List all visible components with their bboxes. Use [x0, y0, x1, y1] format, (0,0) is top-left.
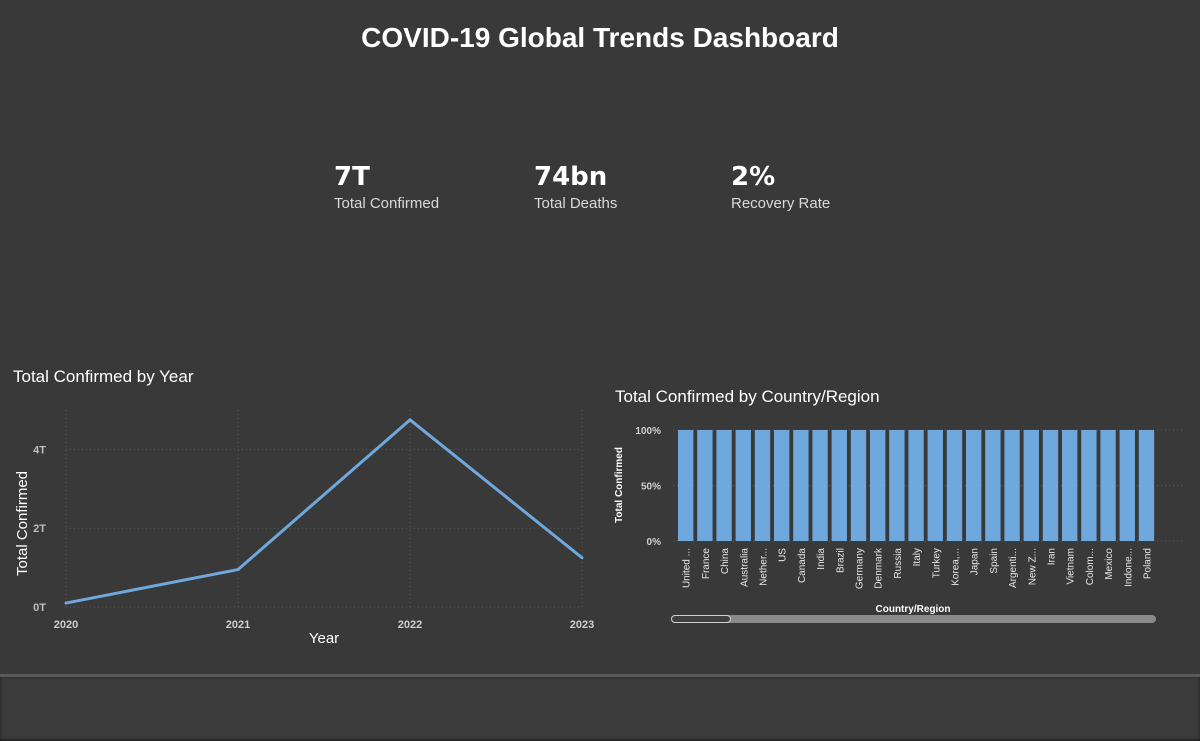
bar — [774, 430, 790, 541]
kpi-value: 74bn — [534, 162, 608, 192]
kpi-card-total-deaths[interactable]: 74bn Total Deaths — [534, 160, 617, 214]
kpi-label: Total Deaths — [534, 195, 618, 212]
category-label: Iran — [1046, 548, 1057, 565]
category-label: Nether... — [758, 548, 769, 586]
category-label: China — [720, 548, 731, 575]
data-point — [236, 568, 240, 572]
category-label: India — [816, 548, 827, 570]
line-chart-title: Total Confirmed by Year — [13, 367, 194, 386]
bar — [1023, 430, 1039, 541]
category-label: Colom... — [1085, 548, 1096, 585]
kpi-card-total-confirmed[interactable]: 7T Total Confirmed — [334, 160, 439, 214]
category-label: Korea,... — [950, 548, 961, 586]
x-axis-title: Country/Region — [876, 604, 951, 615]
y-tick-label: 100% — [635, 426, 661, 437]
bar — [812, 430, 828, 541]
x-tick-label: 2021 — [226, 619, 250, 631]
category-label: Denmark — [874, 547, 885, 589]
bar-chart-title: Total Confirmed by Country/Region — [615, 387, 880, 406]
bar — [870, 430, 886, 541]
bar — [1004, 430, 1020, 541]
line-chart-total-confirmed-by-year[interactable]: 0T 2T 4T 2020 2021 2022 2023 Year Total Confirme… — [0, 395, 600, 655]
bar — [697, 430, 713, 541]
category-label: New Z... — [1027, 548, 1038, 585]
kpi-value: 2% — [731, 162, 776, 192]
category-label: Poland — [1142, 548, 1153, 579]
data-point — [408, 418, 412, 422]
y-tick-label: 2T — [33, 523, 46, 535]
bar — [1081, 430, 1097, 541]
category-label: Spain — [989, 548, 1000, 574]
category-label: Germany — [854, 548, 865, 589]
category-label: Argenti... — [1008, 548, 1019, 588]
y-tick-label: 50% — [641, 482, 661, 493]
bar — [850, 430, 867, 541]
bar — [831, 430, 847, 541]
category-label: Italy — [912, 548, 923, 566]
y-tick-label: 4T — [33, 444, 46, 456]
category-label: Brazil — [835, 548, 846, 573]
category-label: Vietnam — [1066, 548, 1077, 585]
dashboard-title: COVID-19 Global Trends Dashboard — [361, 22, 839, 53]
kpi-value: 7T — [334, 162, 370, 192]
x-tick-label: 2022 — [398, 619, 422, 631]
category-label: France — [701, 548, 712, 580]
bar — [716, 430, 732, 541]
x-tick-label: 2020 — [54, 619, 78, 631]
category-label: Australia — [739, 548, 750, 587]
report-canvas: COVID-19 Global Trends Dashboard 7T Tota… — [0, 22, 1195, 655]
kpi-label: Total Confirmed — [334, 195, 440, 212]
bar — [985, 430, 1001, 541]
x-tick-label: 2023 — [570, 619, 594, 631]
footer-strip — [0, 674, 1200, 741]
category-label: United ... — [682, 548, 693, 588]
bar — [793, 430, 809, 541]
data-point — [580, 556, 584, 560]
bar — [754, 430, 771, 541]
bar — [678, 430, 694, 541]
category-label: US — [778, 548, 789, 562]
y-tick-label: 0% — [647, 537, 662, 548]
category-label: Turkey — [931, 548, 942, 578]
kpi-label: Recovery Rate — [731, 195, 831, 212]
series-line — [65, 418, 583, 605]
y-tick-label: 0T — [33, 602, 46, 614]
bar — [1138, 430, 1155, 541]
bar — [1119, 430, 1135, 541]
x-axis-title: Year — [309, 630, 339, 647]
bar-chart-total-confirmed-by-country[interactable]: 0% 50% 100% United ... France China Australia N… — [605, 415, 1195, 615]
horizontal-scrollbar[interactable] — [671, 615, 1156, 623]
bar — [966, 430, 982, 541]
kpi-card-recovery-rate[interactable]: 2% Recovery Rate — [731, 160, 830, 214]
bar — [1062, 430, 1078, 541]
bar — [1042, 430, 1059, 541]
y-axis-title: Total Confirmed — [614, 447, 625, 523]
category-label: Mexico — [1104, 548, 1115, 580]
category-label: Russia — [893, 548, 904, 579]
bar — [1100, 430, 1116, 541]
category-label: Japan — [970, 548, 981, 575]
data-point — [64, 601, 68, 605]
bar — [889, 430, 905, 541]
bar — [946, 430, 963, 541]
scrollbar-thumb[interactable] — [671, 615, 731, 623]
y-axis-title: Total Confirmed — [14, 471, 31, 576]
bar — [927, 430, 943, 541]
bar — [908, 430, 924, 541]
bar — [735, 430, 751, 541]
category-label: Indone... — [1123, 548, 1134, 587]
category-label: Canada — [797, 548, 808, 583]
